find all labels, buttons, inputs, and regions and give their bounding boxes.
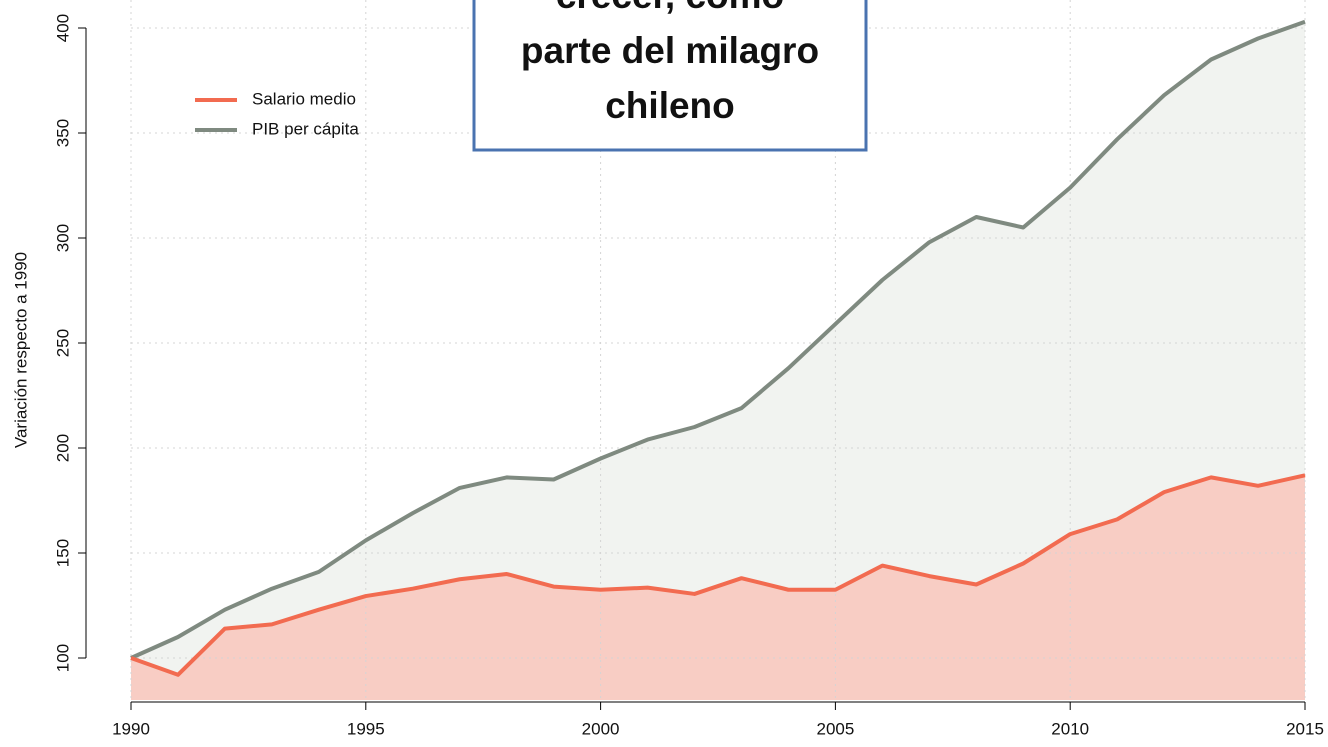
x-tick-label: 2000 (582, 719, 620, 738)
x-tick-label: 1995 (347, 719, 385, 738)
annotation-text: crecer, como (556, 0, 784, 16)
y-tick-label: 350 (53, 119, 72, 147)
y-tick-label: 100 (53, 644, 72, 672)
x-tick-label: 1990 (112, 719, 150, 738)
x-tick-label: 2005 (816, 719, 854, 738)
series-line (130, 19, 1306, 660)
area-fill (131, 21, 1305, 700)
annotation-text: parte del milagro (521, 30, 819, 71)
annotation-text: chileno (605, 85, 735, 126)
y-axis-label: Variación respecto a 1990 (11, 252, 30, 448)
y-tick-label: 200 (53, 434, 72, 462)
y-tick-label: 150 (53, 539, 72, 567)
y-tick-label: 250 (53, 329, 72, 357)
y-tick-label: 400 (53, 14, 72, 42)
legend-label: Salario medio (252, 89, 356, 108)
y-tick-label: 300 (53, 224, 72, 252)
x-tick-label: 2010 (1051, 719, 1089, 738)
series-line (130, 473, 1306, 677)
x-tick-label: 2015 (1286, 719, 1324, 738)
annotation-box (472, 0, 868, 152)
legend-label: PIB per cápita (252, 119, 359, 138)
